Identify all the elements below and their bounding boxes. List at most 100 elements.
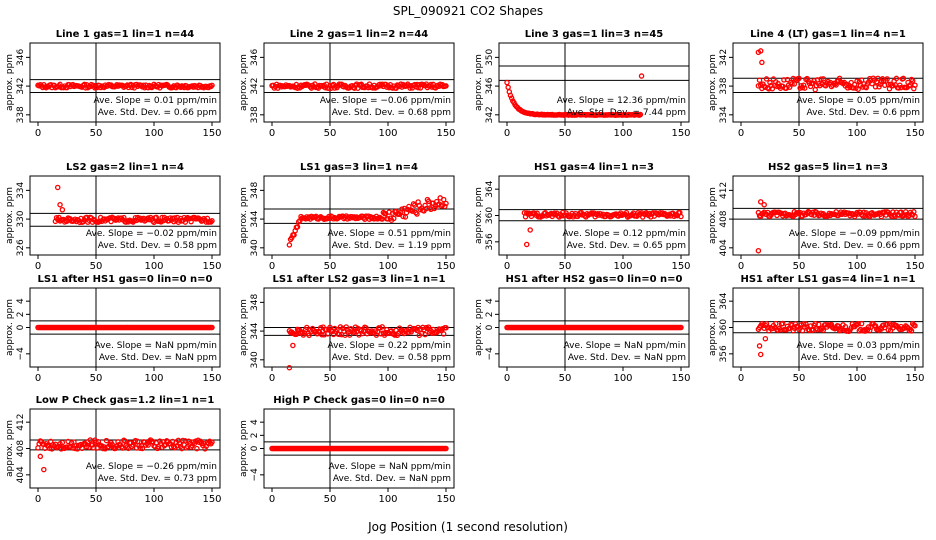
y-tick-label: 338: [16, 106, 26, 123]
data-points: [35, 81, 215, 91]
y-tick-label: 346: [485, 77, 495, 94]
x-tick-label: 0: [269, 128, 275, 139]
y-tick-label: 4: [250, 419, 260, 425]
x-tick-label: 0: [35, 128, 41, 139]
data-point: [59, 439, 66, 446]
data-points: [286, 195, 449, 248]
std-annotation: Ave. Std. Dev. = 0.58 ppm: [332, 353, 451, 363]
y-tick-label: 350: [485, 49, 495, 66]
data-point: [346, 332, 353, 338]
data-points: [504, 324, 684, 331]
panel-title: Low P Check gas=1.2 lin=1 n=1: [36, 395, 215, 406]
x-tick-label: 0: [738, 261, 744, 272]
slope-annotation: Ave. Slope = 0.12 ppm/min: [562, 229, 686, 239]
data-point: [209, 82, 215, 89]
outlier-point: [523, 241, 530, 248]
data-point: [548, 210, 554, 217]
x-tick-label: 50: [559, 373, 572, 384]
data-point: [122, 438, 128, 444]
data-point: [202, 446, 208, 452]
y-tick-label: 334: [16, 182, 26, 199]
panel-title: HS1 gas=4 lin=1 n=3: [534, 162, 654, 173]
outlier-point: [757, 351, 764, 358]
std-annotation: Ave. Std. Dev. = 0.64 ppm: [801, 353, 920, 363]
x-tick-label: 150: [436, 261, 455, 272]
plot-frame: [29, 175, 221, 256]
x-tick-label: 150: [436, 494, 455, 505]
data-point: [295, 219, 302, 225]
outlier-point: [757, 199, 764, 205]
data-point: [83, 444, 90, 450]
slope-annotation: Ave. Slope = 0.03 ppm/min: [796, 341, 920, 351]
figure-title: SPL_090921 CO2 Shapes: [393, 4, 543, 18]
data-points: [269, 445, 449, 452]
data-point: [71, 439, 77, 445]
data-point: [414, 211, 420, 217]
data-point: [803, 321, 809, 327]
x-tick-label: 50: [793, 373, 806, 384]
y-tick-label: 348: [250, 182, 260, 199]
x-tick-label: 0: [269, 494, 275, 505]
panel-13: Low P Check gas=1.2 lin=1 n=1 0 50 100 150 40…: [5, 395, 222, 505]
x-tick-label: 150: [202, 128, 221, 139]
plot-frame: [732, 42, 924, 123]
panel-6: LS1 gas=3 lin=1 n=4 0 50 100 150 340 344 348app…: [239, 162, 456, 272]
panel-title: HS1 after HS2 gas=0 lin=0 n=0: [505, 274, 682, 285]
data-point: [678, 324, 684, 331]
y-tick-label: −4: [16, 347, 26, 361]
x-tick-label: 150: [671, 373, 690, 384]
panel-14: High P Check gas=0 lin=0 n=0 0 50 100 150 −4 0…: [239, 395, 456, 505]
data-points: [504, 73, 645, 118]
y-axis-label: approx. ppm: [474, 299, 484, 356]
y-tick-label: 4: [16, 298, 26, 304]
x-tick-label: 0: [35, 494, 41, 505]
data-point: [799, 327, 806, 334]
y-tick-label: 412: [719, 182, 729, 199]
data-point: [780, 320, 786, 327]
y-tick-label: 4: [485, 298, 495, 304]
x-tick-label: 0: [738, 128, 744, 139]
data-point: [900, 75, 907, 82]
data-point: [637, 111, 644, 118]
data-point: [504, 79, 510, 86]
data-points: [35, 324, 215, 331]
data-point: [911, 209, 917, 215]
outlier-point: [638, 73, 645, 79]
data-point: [855, 320, 861, 327]
y-tick-label: 344: [250, 210, 260, 227]
panel-1: Line 1 gas=1 lin=1 n=44 0 50 100 150 338 342 34…: [5, 29, 222, 139]
panel-title: LS2 gas=2 lin=1 n=4: [66, 162, 184, 173]
data-point: [802, 324, 808, 330]
data-points: [269, 81, 449, 91]
data-point: [440, 331, 447, 337]
data-point: [815, 321, 822, 328]
std-annotation: Ave. Std. Dev. = NaN ppm: [568, 353, 686, 363]
slope-annotation: Ave. Slope = −0.02 ppm/min: [86, 229, 217, 239]
data-point: [885, 327, 892, 333]
y-tick-label: 364: [719, 292, 729, 309]
outlier-point: [527, 227, 533, 233]
data-point: [209, 439, 215, 445]
data-point: [351, 85, 358, 91]
std-annotation: Ave. Std. Dev. = 0.66 ppm: [98, 108, 217, 118]
y-axis-label: approx. ppm: [5, 187, 15, 244]
y-axis-label: approx. ppm: [474, 54, 484, 111]
slope-annotation: Ave. Slope = 0.51 ppm/min: [327, 229, 451, 239]
x-tick-label: 50: [324, 128, 337, 139]
y-tick-label: 0: [16, 324, 26, 330]
y-tick-label: 338: [250, 106, 260, 123]
data-points: [521, 209, 684, 248]
y-tick-label: 404: [16, 466, 26, 483]
data-point: [422, 331, 428, 338]
std-annotation: Ave. Std. Dev. = 0.73 ppm: [98, 474, 217, 484]
x-tick-label: 100: [613, 261, 632, 272]
x-tick-label: 100: [847, 128, 866, 139]
data-point: [130, 442, 136, 448]
std-annotation: Ave. Std. Dev. = 0.66 ppm: [801, 241, 920, 251]
x-tick-label: 0: [504, 261, 510, 272]
data-point: [103, 437, 110, 444]
data-point: [209, 218, 215, 224]
data-point: [443, 325, 449, 331]
slope-annotation: Ave. Slope = 0.01 ppm/min: [93, 96, 217, 106]
y-axis-label: approx. ppm: [708, 54, 718, 111]
